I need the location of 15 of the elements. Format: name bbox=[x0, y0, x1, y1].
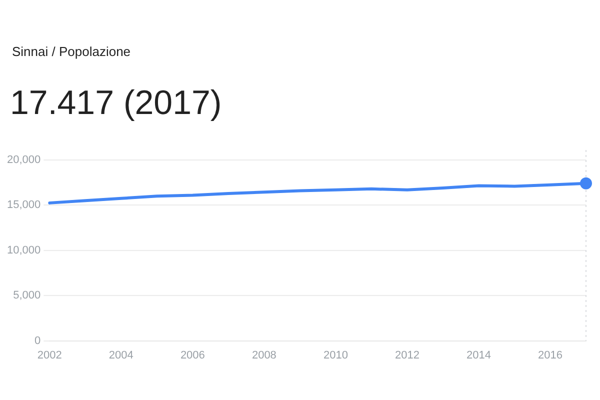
y-tick-label: 10,000 bbox=[6, 244, 41, 256]
chart-title: 17.417 (2017) bbox=[10, 84, 222, 123]
y-tick-label: 0 bbox=[34, 334, 41, 347]
x-tick-label: 2012 bbox=[394, 349, 420, 362]
y-tick-label: 15,000 bbox=[6, 199, 41, 212]
x-tick-label: 2016 bbox=[538, 349, 562, 362]
x-tick-label: 2006 bbox=[180, 349, 205, 362]
chart-subtitle: Sinnai / Popolazione bbox=[12, 44, 131, 59]
x-tick-label: 2014 bbox=[466, 349, 491, 362]
x-tick-label: 2008 bbox=[252, 349, 276, 362]
x-tick-label: 2010 bbox=[323, 349, 348, 362]
x-tick-label: 2004 bbox=[108, 349, 134, 362]
y-tick-label: 20,000 bbox=[6, 154, 41, 166]
y-tick-label: 5,000 bbox=[13, 290, 41, 302]
x-tick-label: 2002 bbox=[37, 349, 62, 362]
